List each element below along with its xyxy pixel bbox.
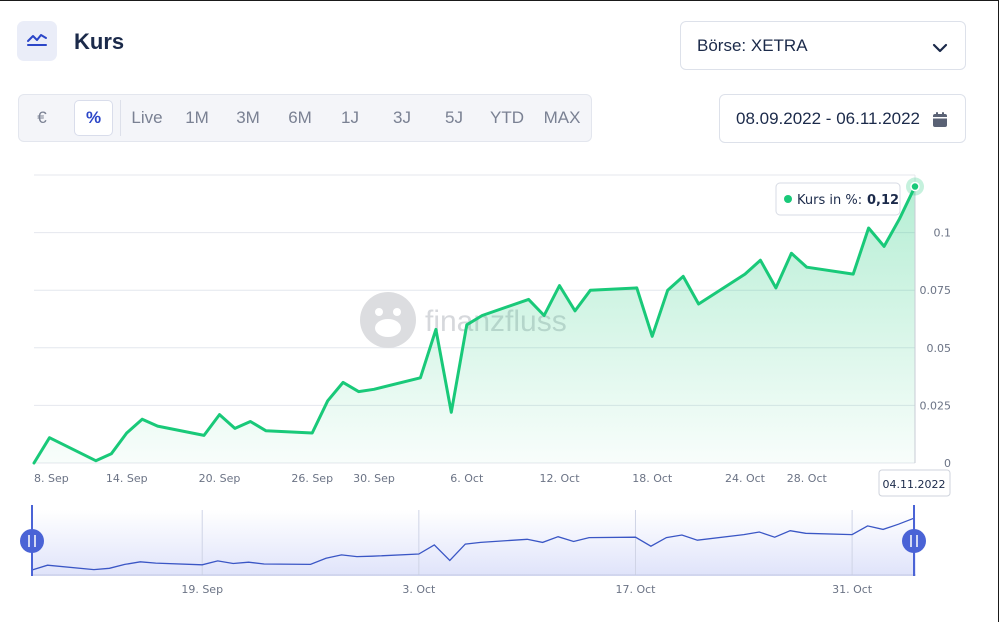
hippo-logo-icon — [360, 292, 416, 348]
x-tick-label: 28. Oct — [787, 472, 828, 485]
page-title: Kurs — [74, 29, 125, 54]
calendar-icon — [932, 111, 948, 133]
x-tick-label: 26. Sep — [291, 472, 333, 485]
navigator-x-tick-label: 17. Oct — [615, 583, 656, 596]
series-line — [32, 185, 917, 465]
x-tick-label: 6. Oct — [450, 472, 484, 485]
range-max[interactable]: MAX — [543, 108, 581, 127]
exchange-select[interactable]: Börse: XETRA — [680, 21, 966, 70]
chevron-down-icon — [932, 38, 948, 58]
y-tick-label: 0.1 — [934, 227, 952, 240]
tooltip: Kurs in %: 0,12 — [775, 182, 901, 216]
navigator-x-tick-label: 19. Sep — [181, 583, 223, 596]
tooltip-date: 04.11.2022 — [878, 469, 951, 497]
navigator-series-line — [31, 517, 915, 571]
range-live[interactable]: Live — [131, 108, 163, 127]
chart-title-badge — [17, 21, 57, 61]
navigator-x-tick-label: 31. Oct — [832, 583, 873, 596]
range-5j[interactable]: 5J — [445, 108, 463, 127]
percent-toggle[interactable]: % — [74, 100, 113, 136]
range-1j[interactable]: 1J — [341, 108, 359, 127]
y-axis-ticks: 0 0.025 0.05 0.075 0.1 — [920, 227, 952, 470]
x-tick-label: 24. Oct — [725, 472, 766, 485]
tooltip-label: Kurs in %: — [797, 193, 862, 208]
x-tick-label: 8. Sep — [34, 472, 69, 485]
navigator-x-tick-label: 3. Oct — [402, 583, 436, 596]
exchange-select-label: Börse: XETRA — [697, 35, 808, 55]
navigator-left-handle[interactable] — [20, 529, 44, 553]
x-tick-label: 14. Sep — [106, 472, 148, 485]
navigator-x-ticks: 19. Sep 3. Oct 17. Oct 31. Oct — [181, 583, 872, 596]
x-axis-ticks: 8. Sep 14. Sep 20. Sep 26. Sep 30. Sep 6. Oct… — [34, 472, 903, 485]
tooltip-date-label: 04.11.2022 — [883, 478, 946, 491]
y-tick-label: 0 — [944, 457, 951, 470]
hover-point — [910, 181, 920, 192]
range-3m[interactable]: 3M — [236, 108, 260, 127]
toolbar-divider — [120, 100, 121, 136]
date-range-label: 08.09.2022 - 06.11.2022 — [736, 108, 921, 128]
currency-toggle[interactable]: € — [37, 108, 47, 127]
navigator-grid — [201, 510, 853, 575]
range-ytd[interactable]: YTD — [490, 108, 524, 127]
series-area — [34, 186, 915, 463]
tooltip-series-marker — [784, 195, 792, 203]
chart-toolbar: € % Live 1M 3M 6M 1J 3J 5J YTD MAX — [18, 94, 592, 142]
y-tick-label: 0.025 — [920, 399, 952, 412]
navigator-right-handle[interactable] — [902, 529, 926, 553]
x-tick-label: 30. Sep — [353, 472, 395, 485]
range-6m[interactable]: 6M — [288, 108, 312, 127]
range-navigator[interactable]: 19. Sep 3. Oct 17. Oct 31. Oct — [20, 505, 926, 596]
range-1m[interactable]: 1M — [185, 108, 209, 127]
y-tick-label: 0.05 — [927, 342, 952, 355]
x-tick-label: 20. Sep — [199, 472, 241, 485]
line-chart-icon — [26, 31, 48, 52]
x-tick-label: 18. Oct — [632, 472, 673, 485]
tooltip-value: 0,12 — [867, 193, 899, 208]
x-tick-label: 12. Oct — [540, 472, 581, 485]
range-3j[interactable]: 3J — [393, 108, 411, 127]
date-range-picker[interactable]: 08.09.2022 - 06.11.2022 — [719, 94, 966, 143]
y-tick-label: 0.075 — [920, 284, 952, 297]
